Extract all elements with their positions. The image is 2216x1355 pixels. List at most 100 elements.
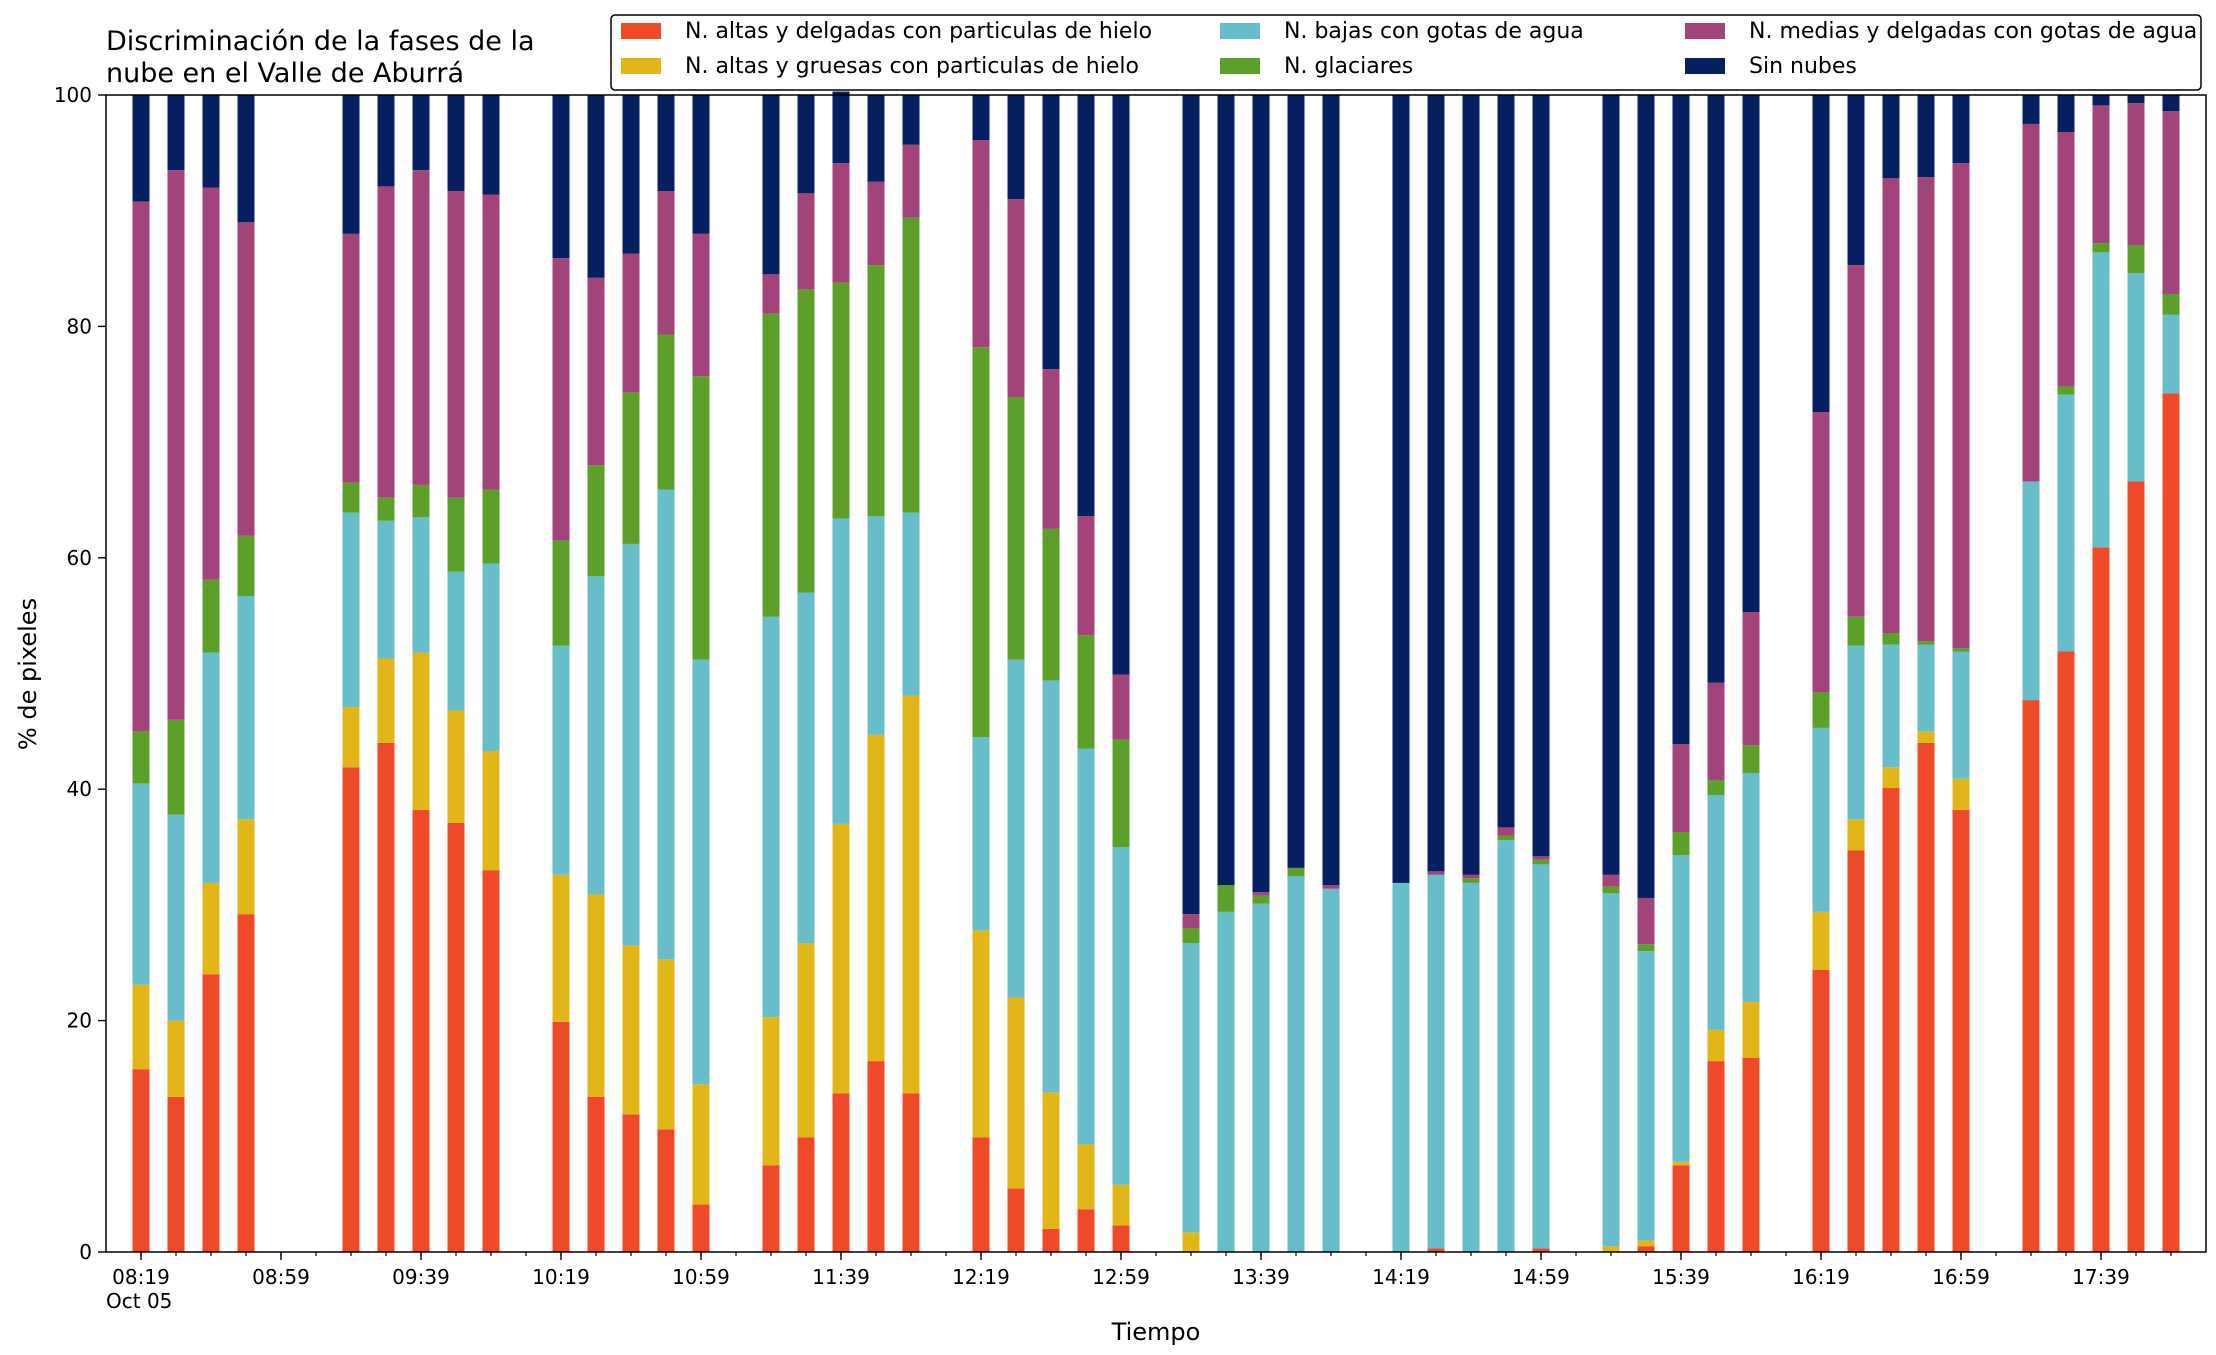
bar-segment [902, 695, 920, 1094]
bar-segment [1497, 827, 1515, 836]
bar-segment [1917, 177, 1935, 642]
legend-swatch [621, 58, 661, 74]
bar-segment [1077, 1209, 1095, 1252]
bar-segment [2127, 245, 2145, 274]
legend-swatch [1220, 58, 1260, 74]
bar-segment [1812, 727, 1830, 912]
y-tick-label: 60 [67, 546, 92, 570]
bar-segment [1112, 1225, 1130, 1252]
bar-segment [1322, 95, 1340, 886]
bar-segment [1287, 95, 1305, 868]
bar-segment [1077, 95, 1095, 517]
bar-segment [447, 497, 465, 572]
bar-segment [692, 659, 710, 1085]
bar-stack-layer [132, 91, 2180, 1252]
bar-segment [1812, 911, 1830, 970]
bar-segment [237, 819, 255, 915]
bar-segment [1637, 897, 1655, 945]
bar-segment [377, 186, 395, 498]
bar-segment [1217, 95, 1235, 886]
bar-segment [1077, 635, 1095, 749]
bar-segment [1217, 911, 1235, 1252]
bar-segment [1252, 95, 1270, 893]
bar-segment [167, 719, 185, 815]
bar-segment [2092, 95, 2110, 106]
x-tick-label: 12:59 [1092, 1265, 1150, 1289]
bar-segment [1007, 997, 1025, 1189]
bar-segment [1952, 810, 1970, 1252]
bar-segment [1602, 893, 1620, 1247]
chart-title-line-2: nube en el Valle de Aburrá [106, 58, 464, 89]
bar-segment [902, 95, 920, 145]
legend-label: N. bajas con gotas de agua [1284, 19, 1584, 44]
legend: N. altas y delgadas con particulas de hi… [610, 14, 2202, 91]
bar-segment [1952, 95, 1970, 164]
bar-segment [412, 170, 430, 485]
y-axis-label: % de pixeles [14, 598, 42, 750]
bar-segment [692, 1204, 710, 1252]
bar-segment [1602, 1246, 1620, 1252]
bar-segment [1847, 645, 1865, 820]
bar-segment [1742, 745, 1760, 773]
bar-segment [1917, 95, 1935, 178]
bar-segment [1427, 95, 1445, 872]
bar-segment [1602, 95, 1620, 875]
bar-segment [1427, 1248, 1445, 1252]
bar-segment [1637, 1240, 1655, 1247]
bar-segment [1182, 943, 1200, 1233]
x-tick-label: 09:39 [392, 1265, 450, 1289]
bar-segment [1742, 612, 1760, 746]
bar-segment [1252, 895, 1270, 904]
bar-segment [342, 767, 360, 1252]
bar-segment [622, 945, 640, 1115]
bar-segment [412, 95, 430, 171]
bar-segment [552, 540, 570, 646]
bar-segment [972, 95, 990, 141]
bar-segment [1392, 882, 1410, 1252]
bar-segment [587, 95, 605, 278]
bar-segment [2092, 252, 2110, 548]
bar-segment [552, 258, 570, 541]
bar-segment [132, 201, 150, 732]
bar-segment [972, 347, 990, 738]
bar-segment [1672, 855, 1690, 1162]
bar-segment [1042, 1092, 1060, 1229]
bar-segment [1007, 1188, 1025, 1252]
bar-segment [1077, 748, 1095, 1145]
bar-segment [1917, 644, 1935, 732]
bar-segment [1322, 888, 1340, 1252]
bar-segment [1462, 882, 1480, 1252]
bar-segment [1707, 1061, 1725, 1252]
bar-segment [1602, 886, 1620, 894]
bar-segment [1847, 850, 1865, 1252]
bar-segment [1252, 903, 1270, 1252]
bar-segment [2127, 273, 2145, 482]
bar-segment [1672, 832, 1690, 856]
bar-segment [447, 191, 465, 498]
bar-segment [797, 95, 815, 194]
bar-segment [692, 1084, 710, 1205]
bar-segment [867, 181, 885, 266]
bar-segment [1077, 1144, 1095, 1210]
bar-segment [2092, 243, 2110, 253]
bar-segment [832, 518, 850, 824]
bar-segment [1112, 674, 1130, 740]
bar-segment [1707, 779, 1725, 795]
bar-segment [867, 516, 885, 735]
x-tick-label: 14:59 [1512, 1265, 1570, 1289]
bar-segment [1882, 178, 1900, 634]
x-tick-label: 10:19 [532, 1265, 590, 1289]
bar-segment [1707, 1029, 1725, 1062]
bar-segment [832, 282, 850, 519]
bar-segment [657, 489, 675, 960]
y-tick-label: 0 [79, 1240, 92, 1264]
bar-segment [692, 95, 710, 234]
bar-segment [657, 191, 675, 335]
bar-segment [1917, 641, 1935, 645]
bar-segment [377, 742, 395, 1252]
bar-segment [1532, 864, 1550, 1249]
bar-segment [902, 217, 920, 513]
bar-segment [1602, 874, 1620, 887]
